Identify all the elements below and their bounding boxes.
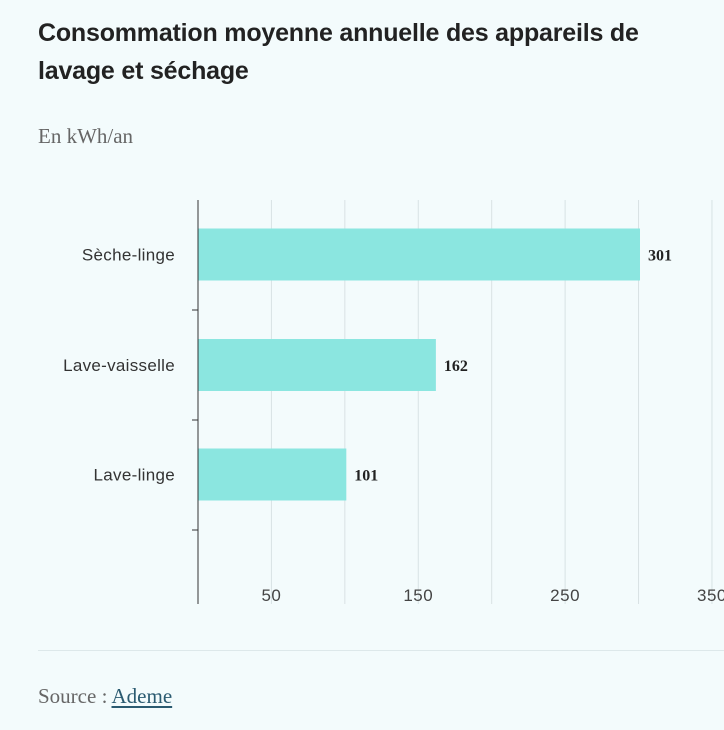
- bar: [198, 448, 347, 501]
- category-label: Lave-vaisselle: [63, 356, 175, 375]
- category-label: Lave-linge: [94, 466, 175, 485]
- x-tick-label: 50: [261, 586, 281, 605]
- x-tick-label: 250: [550, 586, 580, 605]
- source-link[interactable]: Ademe: [111, 684, 173, 708]
- category-label: Sèche-linge: [82, 246, 175, 265]
- x-tick-label: 150: [403, 586, 433, 605]
- bar-chart: 301 Sèche-linge 162 Lave-vaisselle 101 Lave-l…: [63, 200, 724, 605]
- chart-subtitle: En kWh/an: [38, 124, 134, 148]
- data-label: 301: [648, 248, 672, 265]
- divider: [38, 650, 724, 651]
- source-prefix: Source :: [38, 684, 108, 708]
- x-tick-label: 350: [697, 586, 724, 605]
- bar: [198, 339, 436, 391]
- data-label: 101: [354, 468, 378, 485]
- chart-title: Consommation moyenne annuelle des appare…: [38, 19, 639, 85]
- source-line: Source : Ademe: [38, 684, 172, 709]
- bar: [198, 228, 640, 281]
- data-label: 162: [444, 358, 468, 375]
